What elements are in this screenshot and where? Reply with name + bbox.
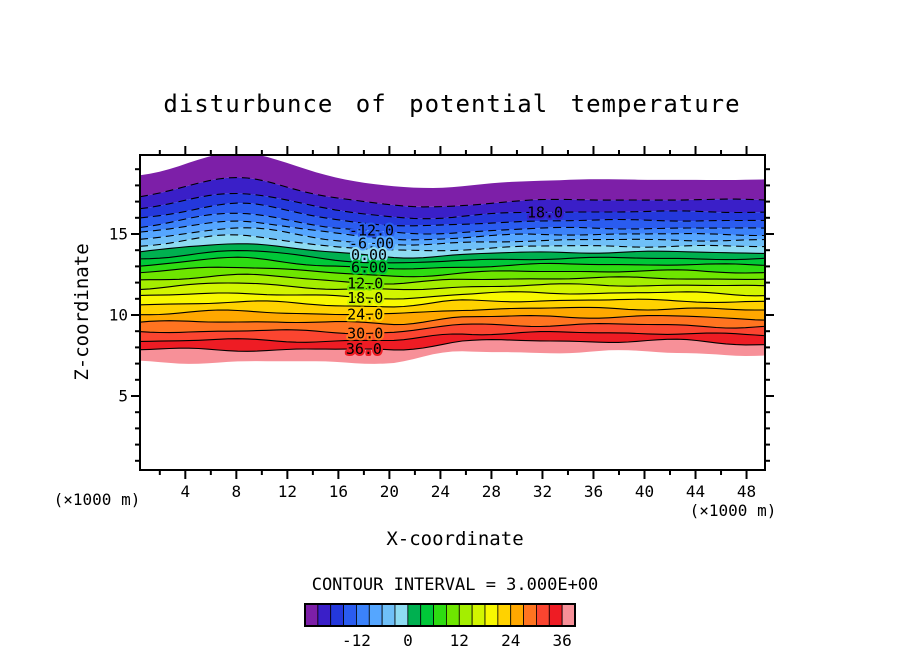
x-tick-label: 8 [232, 482, 242, 501]
contour-band [141, 234, 764, 259]
colorbar-segment [548, 603, 563, 627]
contour-label: 36.0 [346, 340, 382, 358]
contour-line [141, 234, 764, 252]
contour-band [141, 323, 764, 343]
x-axis-unit: (×1000 m) [690, 501, 777, 520]
x-tick-label: 28 [482, 482, 501, 501]
contour-line [141, 176, 764, 208]
x-tick-label: 24 [431, 482, 450, 501]
x-tick-label: 44 [686, 482, 705, 501]
colorbar-segment [356, 603, 370, 627]
contour-label: -6.00 [349, 234, 394, 252]
contour-label: 0.00 [351, 246, 387, 264]
chart-title: disturbunce of potential temperature [163, 90, 740, 118]
colorbar-tick-label: 24 [501, 631, 520, 650]
colorbar-segment [446, 603, 460, 627]
y-tick-label: 15 [109, 225, 128, 244]
contour-band [141, 331, 764, 352]
contour-line [141, 266, 764, 278]
contour-label: 12.0 [347, 274, 383, 292]
colorbar-segment [330, 603, 344, 627]
x-axis-label: X-coordinate [386, 528, 523, 550]
contour-inline-labels: 18.0-12.0-6.000.006.0012.018.024.030.036… [344, 201, 565, 360]
colorbar-segment [394, 603, 409, 627]
contour-line [141, 212, 764, 235]
colorbar-segment [471, 603, 486, 627]
plot-frame [139, 154, 766, 471]
colorbar-segment [317, 603, 332, 627]
colorbar-segment [536, 603, 550, 627]
y-axis-unit: (×1000 m) [54, 490, 141, 509]
colorbar-tick-label: -12 [342, 631, 371, 650]
colorbar-segment [458, 603, 473, 627]
colorbar-segment [407, 603, 422, 627]
y-tick-label: 5 [118, 387, 128, 406]
contour-label: -12.0 [349, 221, 394, 239]
contour-label: 30.0 [347, 325, 383, 343]
contour-line [141, 306, 764, 316]
colorbar-segment [343, 603, 357, 627]
colorbar-segment [420, 603, 434, 627]
colorbar-segment [523, 603, 537, 627]
contour-band [141, 177, 764, 219]
colorbar-frame [304, 603, 576, 627]
contour-line [141, 323, 764, 335]
contour-band [141, 156, 764, 207]
contour-band [141, 213, 764, 240]
contour-line [141, 192, 764, 220]
contour-line [141, 282, 764, 291]
x-tick-label: 12 [278, 482, 297, 501]
contour-line [141, 220, 764, 241]
contour-band [141, 307, 764, 325]
colorbar-segment [510, 603, 524, 627]
colorbar-tick-label: 36 [552, 631, 571, 650]
colorbar-tick-label: 0 [403, 631, 413, 650]
contour-lines [141, 176, 764, 352]
contour-label: 18.0 [527, 203, 563, 221]
contour-label: 6.00 [351, 259, 387, 277]
y-axis-label: Z-coordinate [71, 243, 93, 380]
contour-line [141, 273, 764, 285]
colorbar-segment [561, 603, 576, 627]
contour-line [141, 202, 764, 227]
contour-line [141, 250, 764, 264]
colorbar-segment [497, 603, 512, 627]
x-tick-label: 40 [635, 482, 654, 501]
contour-label: 18.0 [347, 289, 383, 307]
contour-line [141, 256, 764, 270]
colorbar-segment [381, 603, 396, 627]
x-tick-label: 4 [180, 482, 190, 501]
contour-line [141, 314, 764, 326]
colorbar: -12 0 12 24 36 [304, 603, 576, 650]
colorbar-segment [368, 603, 383, 627]
contour-line [141, 338, 764, 352]
x-tick-label: 36 [584, 482, 603, 501]
x-tick-label: 32 [533, 482, 552, 501]
contour-band [141, 267, 764, 284]
contour-band [141, 203, 764, 234]
contour-line [141, 331, 764, 343]
contour-line [141, 227, 764, 246]
contour-label: 24.0 [347, 305, 383, 323]
x-tick-label: 16 [329, 482, 348, 501]
contour-line [141, 243, 764, 259]
contour-band [141, 227, 764, 251]
y-tick-label: 10 [109, 306, 128, 325]
colorbar-segment [433, 603, 447, 627]
colorbar-segment [484, 603, 499, 627]
contour-line [141, 298, 764, 308]
colorbar-tick-label: 12 [450, 631, 469, 650]
contour-band [141, 193, 764, 226]
contour-line [141, 291, 764, 300]
x-tick-label: 48 [737, 482, 756, 501]
colorbar-segment [304, 603, 319, 627]
x-tick-label: 20 [380, 482, 399, 501]
contour-interval-note: CONTOUR INTERVAL = 3.000E+00 [312, 575, 599, 595]
contour-band [141, 339, 764, 364]
